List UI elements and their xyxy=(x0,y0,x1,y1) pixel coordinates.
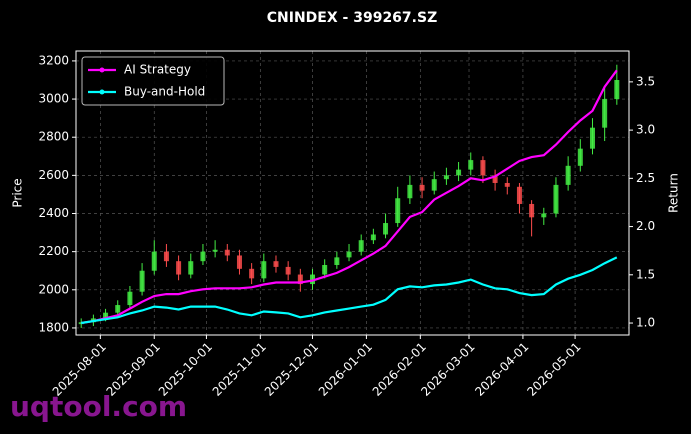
candle-body xyxy=(103,312,109,319)
candle-body xyxy=(602,99,608,128)
candle-body xyxy=(139,270,145,292)
candle-body xyxy=(188,261,194,275)
candle-body xyxy=(200,251,206,262)
candle-body xyxy=(151,251,157,271)
y-tick-label: 1800 xyxy=(38,320,69,334)
y-tick-label: 2200 xyxy=(38,244,69,258)
y-axis-label: Price xyxy=(11,178,25,207)
y-tick-label: 2400 xyxy=(38,206,69,220)
candle-body xyxy=(285,266,291,275)
y2-tick-label: 1.0 xyxy=(636,316,655,330)
candle-body xyxy=(529,203,535,218)
candle-body xyxy=(480,160,486,176)
candle-body xyxy=(456,169,462,176)
candle-body xyxy=(297,274,303,285)
candle-body xyxy=(236,255,242,269)
candle-body xyxy=(541,213,547,218)
watermark: uqtool.com xyxy=(10,390,187,423)
candle-body xyxy=(443,175,449,180)
candle-body xyxy=(346,251,352,258)
chart-title: CNINDEX - 399267.SZ xyxy=(267,10,437,26)
candle-body xyxy=(78,322,84,325)
candle-body xyxy=(127,291,133,306)
candle-body xyxy=(212,249,218,252)
y-tick-label: 2000 xyxy=(38,282,69,296)
y-tick-label: 2800 xyxy=(38,130,69,144)
candle-body xyxy=(334,257,340,266)
y2-tick-label: 3.5 xyxy=(636,74,655,88)
candle-body xyxy=(322,265,328,275)
plot-frame xyxy=(75,50,630,336)
y2-tick-label: 2.0 xyxy=(636,219,655,233)
candle-body xyxy=(249,268,255,279)
legend-label: AI Strategy xyxy=(124,63,191,77)
candle-body xyxy=(370,234,376,241)
candle-body xyxy=(504,182,510,187)
candle-body xyxy=(224,249,230,256)
y-tick-label: 3200 xyxy=(38,53,69,67)
y2-tick-label: 1.5 xyxy=(636,267,655,281)
line-series xyxy=(81,256,618,325)
candle-body xyxy=(261,261,267,279)
candle-body xyxy=(516,186,522,204)
legend-marker xyxy=(99,89,105,95)
candle-body xyxy=(589,127,595,149)
candle-body xyxy=(419,184,425,191)
candle-body xyxy=(577,148,583,166)
candle-body xyxy=(115,305,121,313)
candle-body xyxy=(395,198,401,224)
legend-label: Buy-and-Hold xyxy=(124,85,205,99)
candle-body xyxy=(614,79,620,100)
y2-tick-label: 2.5 xyxy=(636,171,655,185)
candle-body xyxy=(310,274,316,285)
legend-box xyxy=(81,56,225,106)
candle-body xyxy=(492,175,498,183)
y-tick-label: 3000 xyxy=(38,92,69,106)
candle-body xyxy=(163,251,169,262)
candle-body xyxy=(431,179,437,191)
candle-body xyxy=(176,261,182,275)
candle-body xyxy=(553,184,559,214)
candle-body xyxy=(468,160,474,170)
candle-body xyxy=(358,240,364,252)
y2-axis-label: Return xyxy=(667,173,681,213)
y2-tick-label: 3.0 xyxy=(636,123,655,137)
candle-body xyxy=(273,261,279,267)
y-tick-label: 2600 xyxy=(38,168,69,182)
legend-marker xyxy=(99,67,105,73)
candle-body xyxy=(407,184,413,199)
candle-body xyxy=(565,165,571,185)
candle-body xyxy=(383,223,389,235)
line-series xyxy=(81,69,618,325)
